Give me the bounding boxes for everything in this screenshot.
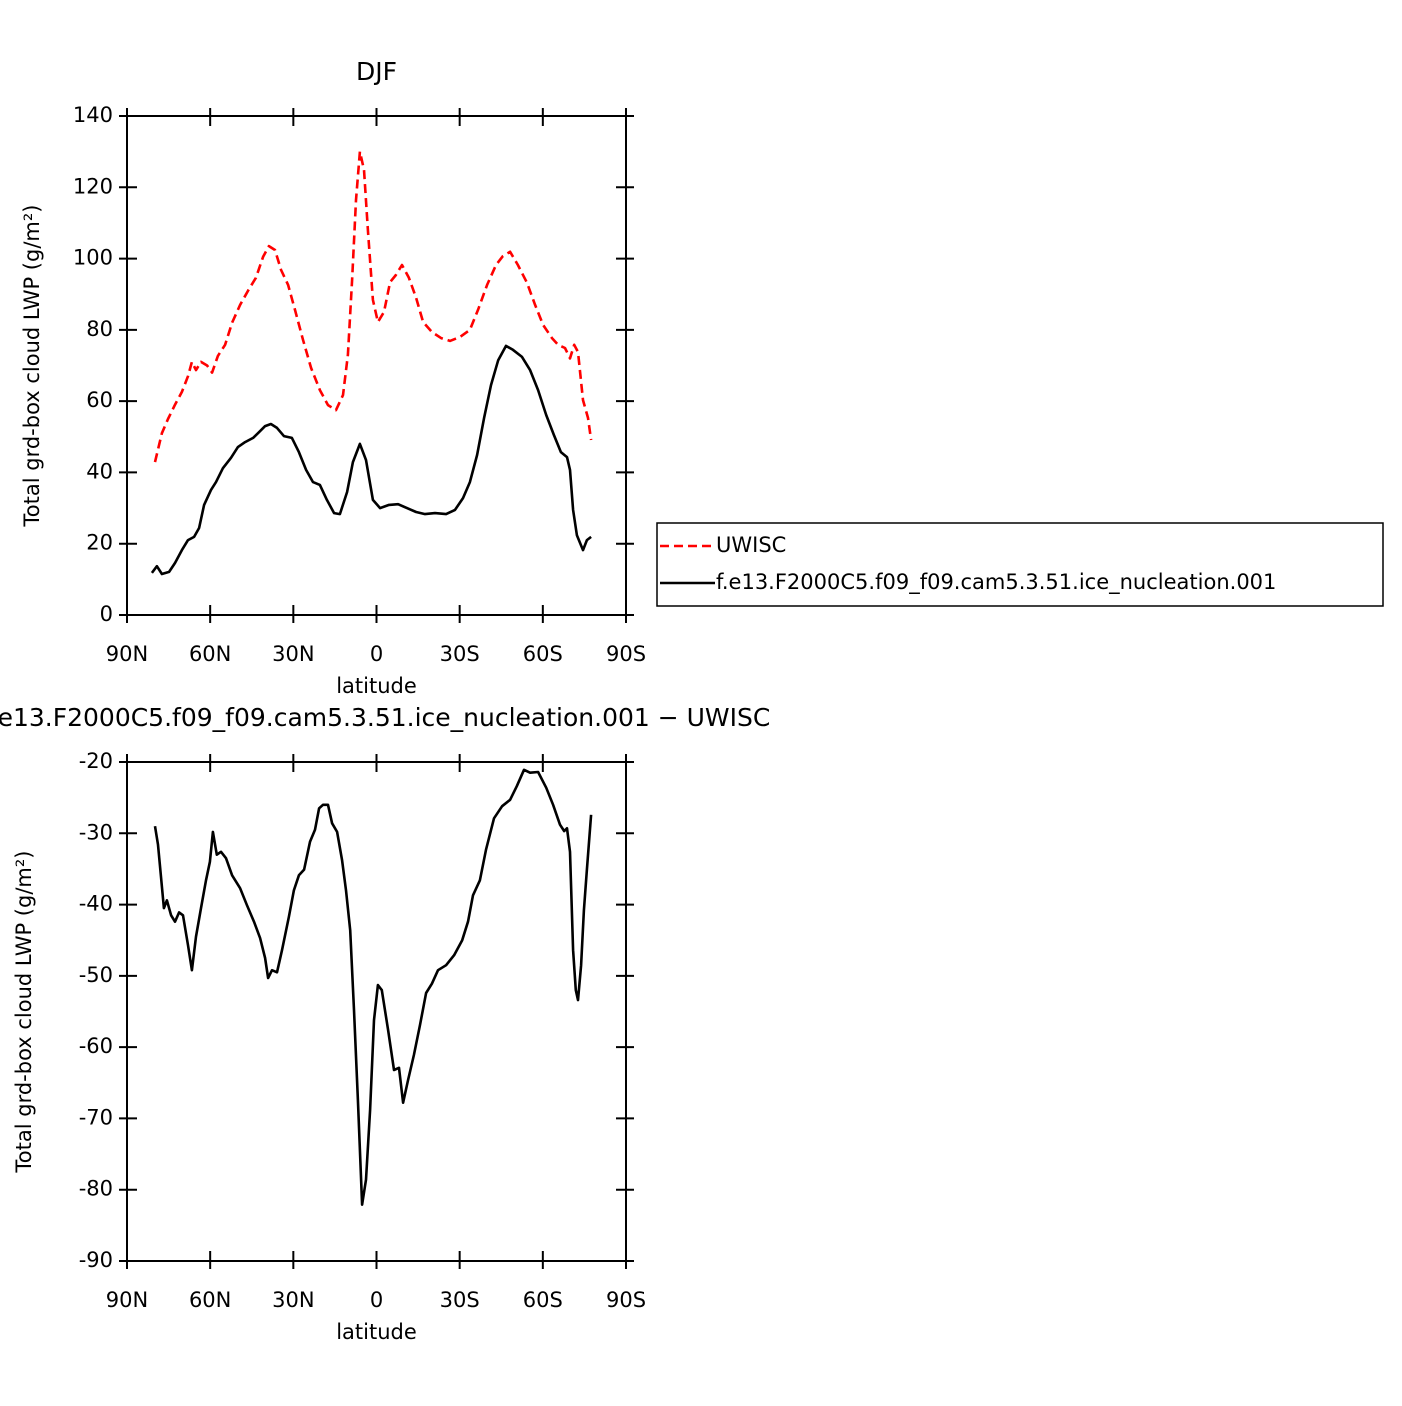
legend-label: UWISC [716,533,786,557]
x-tick-label: 60N [189,642,231,666]
legend-label: f.e13.F2000C5.f09_f09.cam5.3.51.ice_nucl… [716,570,1276,595]
y-tick-label: 100 [73,246,113,270]
x-tick-label: 30S [440,1288,480,1312]
x-tick-label: 60N [189,1288,231,1312]
y-tick-label: -50 [79,963,113,987]
y-tick-label: 0 [100,602,113,626]
y-tick-label: -90 [79,1248,113,1272]
y-tick-label: -70 [79,1105,113,1129]
y-tick-label: -30 [79,820,113,844]
y-tick-label: 120 [73,174,113,198]
x-tick-label: 30N [272,1288,314,1312]
plot-frame [126,761,627,1262]
y-tick-label: 80 [86,317,113,341]
y-tick-label: 60 [86,388,113,412]
chart-title: DJF [356,57,397,86]
y-tick-label: 20 [86,531,113,555]
x-tick-label: 60S [523,642,563,666]
x-tick-label: 0 [370,1288,383,1312]
y-tick-label: -20 [79,749,113,773]
y-tick-label: -60 [79,1034,113,1058]
legend-box [656,522,1384,607]
y-tick-label: -80 [79,1177,113,1201]
y-axis-label: Total grd-box cloud LWP (g/m²) [20,205,44,528]
y-tick-label: -40 [79,892,113,916]
x-tick-label: 90S [606,642,646,666]
x-tick-label: 90S [606,1288,646,1312]
plot-frame [126,115,627,616]
chart-title: f.e13.F2000C5.f09_f09.cam5.3.51.ice_nucl… [0,703,770,732]
x-tick-label: 30S [440,642,480,666]
x-tick-label: 30N [272,642,314,666]
x-axis-label: latitude [336,674,417,698]
x-axis-label: latitude [336,1320,417,1344]
data-line [150,344,592,576]
x-tick-label: 90N [106,642,148,666]
data-line [153,768,593,1206]
y-tick-label: 140 [73,103,113,127]
data-line [153,150,593,463]
x-tick-label: 90N [106,1288,148,1312]
x-tick-label: 0 [370,642,383,666]
y-axis-label: Total grd-box cloud LWP (g/m²) [12,851,36,1174]
x-tick-label: 60S [523,1288,563,1312]
y-tick-label: 40 [86,459,113,483]
